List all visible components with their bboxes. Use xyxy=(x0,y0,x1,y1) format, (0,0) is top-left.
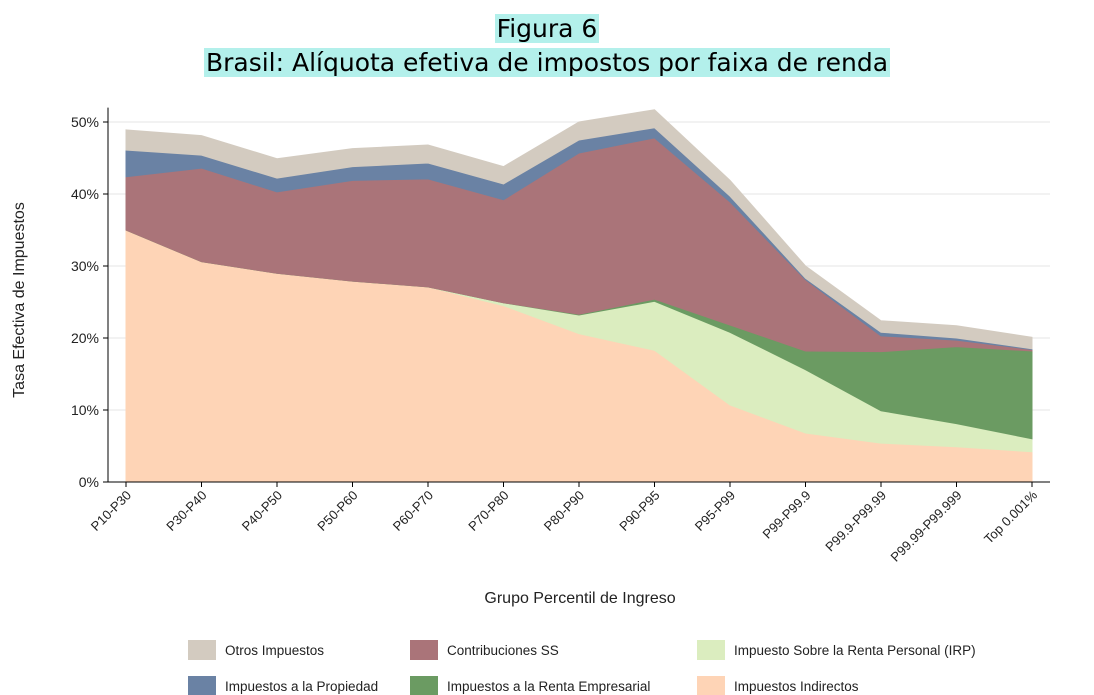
y-tick-label: 50% xyxy=(71,114,99,130)
chart-subtitle: Brasil: Alíquota efetiva de impostos por… xyxy=(203,48,891,77)
legend-swatch xyxy=(697,676,725,695)
legend-swatch xyxy=(188,640,216,660)
y-tick-label: 30% xyxy=(71,258,99,274)
x-tick-label: P99.9-P99.99 xyxy=(822,488,889,555)
x-tick-label: Top 0.001% xyxy=(981,487,1040,546)
x-tick-label: P95-P99 xyxy=(692,488,738,534)
y-axis-label: Tasa Efectiva de Impuestos xyxy=(11,202,28,398)
legend-label: Impuesto Sobre la Renta Personal (IRP) xyxy=(734,643,976,658)
legend-label: Impuestos a la Propiedad xyxy=(225,679,378,694)
legend-label: Otros Impuestos xyxy=(225,643,324,658)
x-tick-label: P80-P90 xyxy=(541,488,587,534)
y-tick-label: 20% xyxy=(71,330,99,346)
y-tick-label: 10% xyxy=(71,402,99,418)
x-tick-label: P99-P99.9 xyxy=(760,488,814,542)
x-tick-label: P30-P40 xyxy=(163,488,209,534)
legend-label: Impuestos Indirectos xyxy=(734,679,859,694)
x-axis-label: Grupo Percentil de Ingreso xyxy=(484,590,675,607)
area xyxy=(125,109,1033,350)
chart-title: Figura 6 xyxy=(494,14,600,43)
legend-swatch xyxy=(188,676,216,695)
x-tick-label: P99.99-P99.999 xyxy=(888,488,965,565)
subtitle-row: Brasil: Alíquota efetiva de impostos por… xyxy=(0,48,1094,77)
legend-swatch xyxy=(410,676,438,695)
y-tick-label: 40% xyxy=(71,186,99,202)
x-tick-label: P40-P50 xyxy=(239,488,285,534)
x-tick-label: P90-P95 xyxy=(616,488,662,534)
x-tick-label: P50-P60 xyxy=(314,488,360,534)
legend-label: Impuestos a la Renta Empresarial xyxy=(447,679,650,694)
legend-swatch xyxy=(410,640,438,660)
title-row: Figura 6 xyxy=(0,14,1094,43)
legend-swatch xyxy=(697,640,725,660)
legend-label: Contribuciones SS xyxy=(447,643,559,658)
x-tick-label: P10-P30 xyxy=(88,488,134,534)
x-tick-label: P60-P70 xyxy=(390,488,436,534)
y-tick-label: 0% xyxy=(79,474,99,490)
x-tick-label: P70-P80 xyxy=(465,488,511,534)
